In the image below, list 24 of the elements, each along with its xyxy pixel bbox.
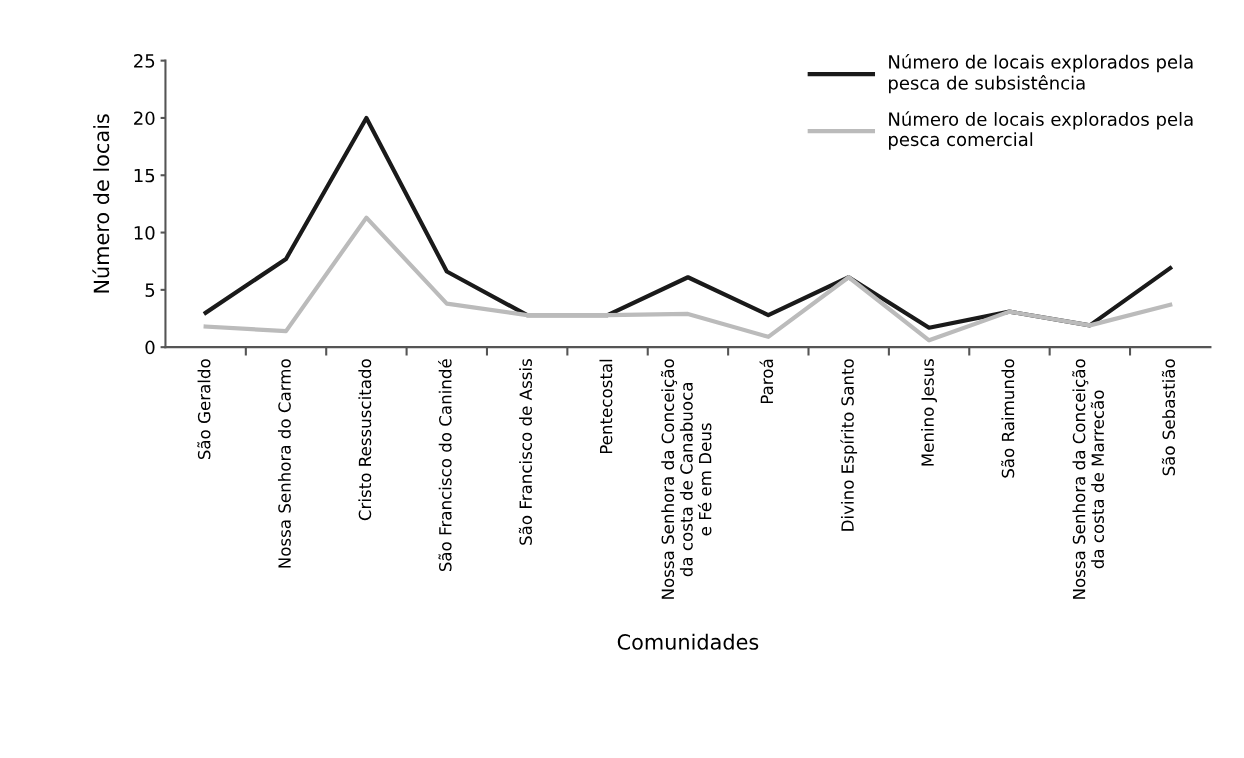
x-tick-label: São Raimundo bbox=[1001, 359, 1015, 478]
y-tick-label: 15 bbox=[134, 168, 155, 183]
y-tick-label: 20 bbox=[134, 111, 155, 126]
y-tick-label: 0 bbox=[145, 340, 155, 355]
x-axis-title: Comunidades bbox=[617, 633, 759, 650]
x-tick-label: São Sebastião bbox=[1161, 359, 1176, 476]
y-tick-label: 25 bbox=[134, 54, 155, 68]
x-tick-label: São Francisco de Assis bbox=[518, 359, 532, 545]
x-tick-label: Paroá bbox=[759, 359, 774, 404]
y-axis-title: Número de locais bbox=[92, 114, 110, 293]
x-tick-label: Pentecostal bbox=[599, 359, 613, 454]
x-tick-label: Nossa Senhora do Carmo bbox=[277, 359, 291, 568]
y-tick-label: 5 bbox=[145, 283, 155, 297]
x-tick-label: Menino Jesus bbox=[921, 359, 938, 466]
legend-label: Número de locais explorados pela pesca de subsistência bbox=[889, 53, 1193, 94]
x-tick-label: Nossa Senhora da Conceição da costa de Canabuoca e Fé em Deus bbox=[660, 359, 712, 599]
x-tick-label: Divino Espírito Santo bbox=[840, 359, 858, 531]
x-tick-label: Nossa Senhora da Conceição da costa de Marrecão bbox=[1072, 359, 1105, 599]
x-tick-label: São Francisco do Canindé bbox=[438, 359, 452, 572]
y-tick-label: 10 bbox=[134, 226, 155, 240]
x-tick-label: São Geraldo bbox=[197, 359, 211, 460]
legend-label: Número de locais explorados pela pesca comercial bbox=[889, 111, 1193, 150]
x-tick-label: Cristo Ressuscitado bbox=[358, 359, 372, 521]
line-series bbox=[203, 215, 1173, 343]
